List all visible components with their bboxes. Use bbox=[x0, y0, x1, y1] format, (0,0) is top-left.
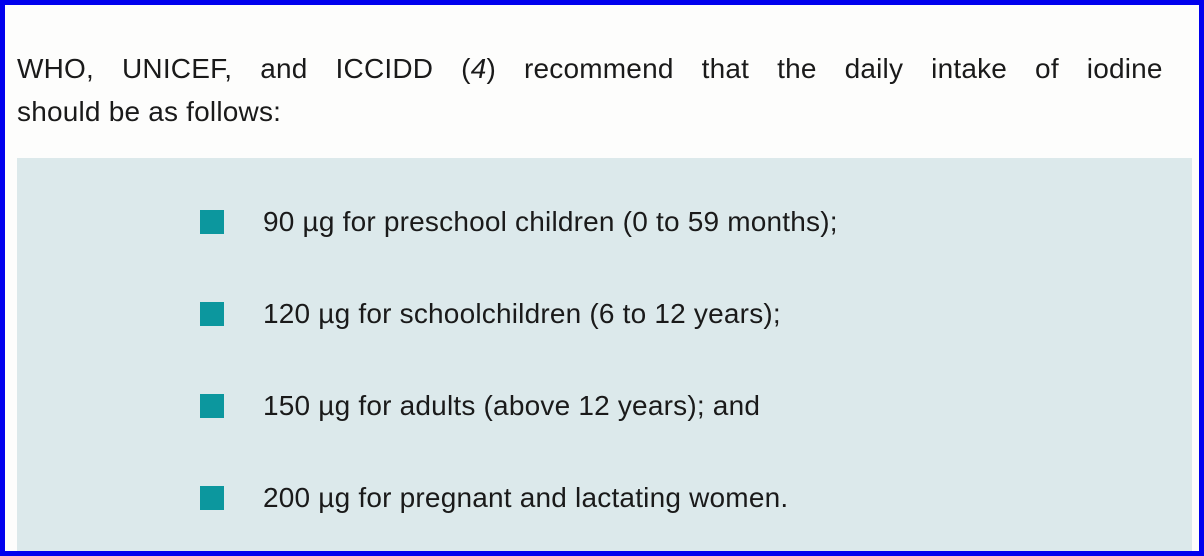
list-item-text: 120 µg for schoolchildren (6 to 12 years… bbox=[263, 298, 781, 329]
list-item: 200 µg for pregnant and lactating women. bbox=[200, 482, 1192, 514]
recommendations-panel: 90 µg for preschool children (0 to 59 mo… bbox=[17, 158, 1192, 551]
list-item: 150 µg for adults (above 12 years); and bbox=[200, 390, 1192, 422]
bullet-square-icon bbox=[200, 210, 224, 234]
intro-line1-pre: WHO, UNICEF, and ICCIDD ( bbox=[17, 53, 471, 84]
list-item: 90 µg for preschool children (0 to 59 mo… bbox=[200, 206, 1192, 238]
citation-ref: 4 bbox=[470, 53, 487, 84]
intro-paragraph: WHO, UNICEF, and ICCIDD (4) recommend th… bbox=[17, 47, 1189, 133]
bullet-square-icon bbox=[200, 302, 224, 326]
intro-line2: should be as follows: bbox=[17, 96, 282, 127]
bullet-square-icon bbox=[200, 486, 224, 510]
list-item-text: 150 µg for adults (above 12 years); and bbox=[263, 390, 761, 421]
bullet-square-icon bbox=[200, 394, 224, 418]
intro-line1-post: ) recommend that the daily intake of iod… bbox=[486, 53, 1163, 84]
list-item-text: 200 µg for pregnant and lactating women. bbox=[263, 482, 789, 513]
list-item: 120 µg for schoolchildren (6 to 12 years… bbox=[200, 298, 1192, 330]
list-item-text: 90 µg for preschool children (0 to 59 mo… bbox=[263, 206, 838, 237]
